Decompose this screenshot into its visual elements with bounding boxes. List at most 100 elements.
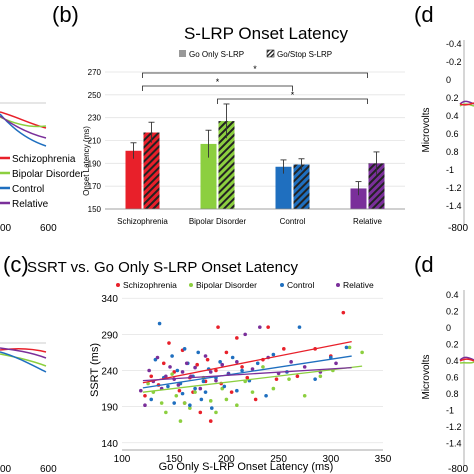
scatter-point-bipolar-disorder	[193, 390, 197, 394]
right-tick-bottom-label: 0	[446, 323, 451, 333]
bar-ytick-label: 170	[88, 182, 102, 191]
scatter-point-control	[170, 354, 174, 358]
right-tick-bottom-label: -1	[446, 406, 454, 416]
bar-category-label: Relative	[353, 217, 382, 226]
scatter-point-relative	[138, 388, 143, 393]
left-legend-relative: Relative	[12, 199, 49, 210]
scatter-point-bipolar-disorder	[214, 410, 218, 415]
scatter-ytick-label: 290	[101, 330, 118, 341]
left-xtick-top-0: 00	[0, 223, 12, 234]
scatter-point-control	[209, 406, 214, 410]
scatter-point-bipolar-disorder	[271, 386, 276, 391]
scatter-point-schizophrenia	[240, 365, 244, 369]
scatter-point-control	[199, 397, 204, 402]
scatter-point-control	[201, 379, 206, 384]
scatter-xtick-label: 100	[114, 454, 131, 465]
left-xtick-bottom-1: 600	[40, 464, 57, 474]
right-ylabel-top: Microvolts	[421, 107, 432, 152]
scatter-xtick-label: 350	[375, 454, 392, 465]
significance-star: *	[291, 90, 295, 100]
scatter-ytick-label: 140	[101, 439, 118, 450]
scatter-point-bipolar-disorder	[146, 381, 150, 386]
bar-ytick-label: 210	[88, 137, 102, 146]
significance-star: *	[216, 77, 220, 87]
right-tick-bottom-label: -1.2	[446, 422, 462, 432]
bar-control-go-only	[275, 166, 292, 209]
scatter-point-relative	[184, 361, 189, 366]
bar-relative-go-stop	[368, 163, 385, 209]
right-xtick-bottom: -800	[448, 464, 468, 474]
panel-label-c: (c)	[3, 252, 29, 277]
scatter-point-schizophrenia	[266, 325, 270, 329]
bar-ytick-label: 230	[88, 114, 102, 123]
scatter-point-schizophrenia	[149, 374, 154, 379]
scatter-point-relative	[168, 365, 172, 369]
scatter-point-bipolar-disorder	[302, 393, 307, 398]
left-legend-bipolar: Bipolar Disorder	[12, 169, 84, 180]
bar-chart-panel: S-LRP Onset Latency Go Only S-LRP Go/Sto…	[82, 24, 405, 226]
scatter-legend-label: Schizophrenia	[123, 280, 177, 290]
scatter-point-schizophrenia	[214, 368, 218, 373]
right-tick-bottom-label: 0.2	[446, 340, 459, 350]
right-tick-bottom-label: 0.2	[446, 307, 459, 317]
bar-ylabel: Onset Latency (ms)	[82, 126, 91, 196]
scatter-point-bipolar-disorder	[318, 374, 323, 379]
trendline-schizophrenia	[142, 340, 352, 384]
scatter-point-bipolar-disorder	[261, 365, 265, 369]
scatter-point-relative	[155, 355, 160, 360]
scatter-point-relative	[193, 365, 197, 370]
scatter-point-relative	[143, 403, 147, 407]
scatter-point-bipolar-disorder	[360, 350, 364, 355]
scatter-ylabel: SSRT (ms)	[89, 343, 101, 397]
scatter-point-control	[297, 325, 302, 329]
scatter-legend: Schizophrenia Bipolar Disorder Control Rela…	[116, 280, 374, 290]
legend-swatch-go-stop	[266, 49, 275, 58]
bar-ytick-label: 190	[88, 159, 102, 168]
scatter-xtick-label: 300	[322, 454, 339, 465]
scatter-point-relative	[250, 367, 255, 371]
right-tick-bottom-label: 0.8	[446, 389, 459, 399]
scatter-point-control	[193, 386, 197, 391]
scatter-point-control	[264, 393, 268, 398]
scatter-point-control	[329, 355, 333, 360]
scatter-point-control	[222, 384, 227, 389]
bar-category-label: Control	[280, 217, 306, 226]
scatter-point-control	[271, 352, 276, 357]
scatter-xlabel: Go Only S-LRP Onset Latency (ms)	[159, 461, 334, 473]
scatter-legend-marker	[189, 283, 193, 287]
scatter-ytick-label: 240	[101, 367, 118, 378]
significance-brackets: * * *	[142, 64, 368, 104]
bar-ytick-label: 150	[88, 205, 102, 214]
right-tick-bottom-label: 0.4	[446, 290, 459, 300]
right-tick-top-label: -0.4	[446, 39, 462, 49]
trendline-control	[142, 355, 352, 389]
left-legend-control: Control	[12, 184, 44, 195]
panel-label-b: (b)	[52, 2, 79, 27]
scatter-point-relative	[214, 378, 218, 383]
left-xtick-bottom-0: 00	[0, 464, 12, 474]
right-tick-bottom-label: -1.4	[446, 439, 462, 449]
scatter-point-bipolar-disorder	[287, 377, 291, 381]
significance-bracket	[217, 98, 368, 104]
scatter-point-control	[344, 345, 349, 350]
left-fragment-bottom: 00 600	[0, 342, 57, 474]
scatter-point-bipolar-disorder	[250, 390, 255, 394]
scatter-point-relative	[176, 383, 181, 387]
scatter-legend-marker	[280, 283, 284, 287]
right-ylabel-bottom: Microvolts	[421, 354, 432, 399]
scatter-point-schizophrenia	[161, 361, 166, 366]
scatter-point-schizophrenia	[253, 397, 258, 402]
scatter-point-relative	[203, 354, 208, 358]
scatter-ytick-label: 190	[101, 403, 118, 414]
scatter-point-schizophrenia	[245, 375, 250, 380]
scatter-point-relative	[235, 360, 239, 364]
right-tick-top-label: -1.4	[446, 201, 462, 211]
scatter-point-bipolar-disorder	[235, 403, 239, 407]
scatter-point-control	[182, 347, 187, 351]
bar-bipolar-disorder-go-only	[200, 143, 217, 209]
scatter-point-bipolar-disorder	[347, 345, 352, 350]
scatter-xtick-label: 250	[270, 454, 287, 465]
significance-bracket	[142, 72, 368, 78]
scatter-point-schizophrenia	[198, 410, 203, 415]
bar-chart-title: S-LRP Onset Latency	[184, 24, 349, 43]
